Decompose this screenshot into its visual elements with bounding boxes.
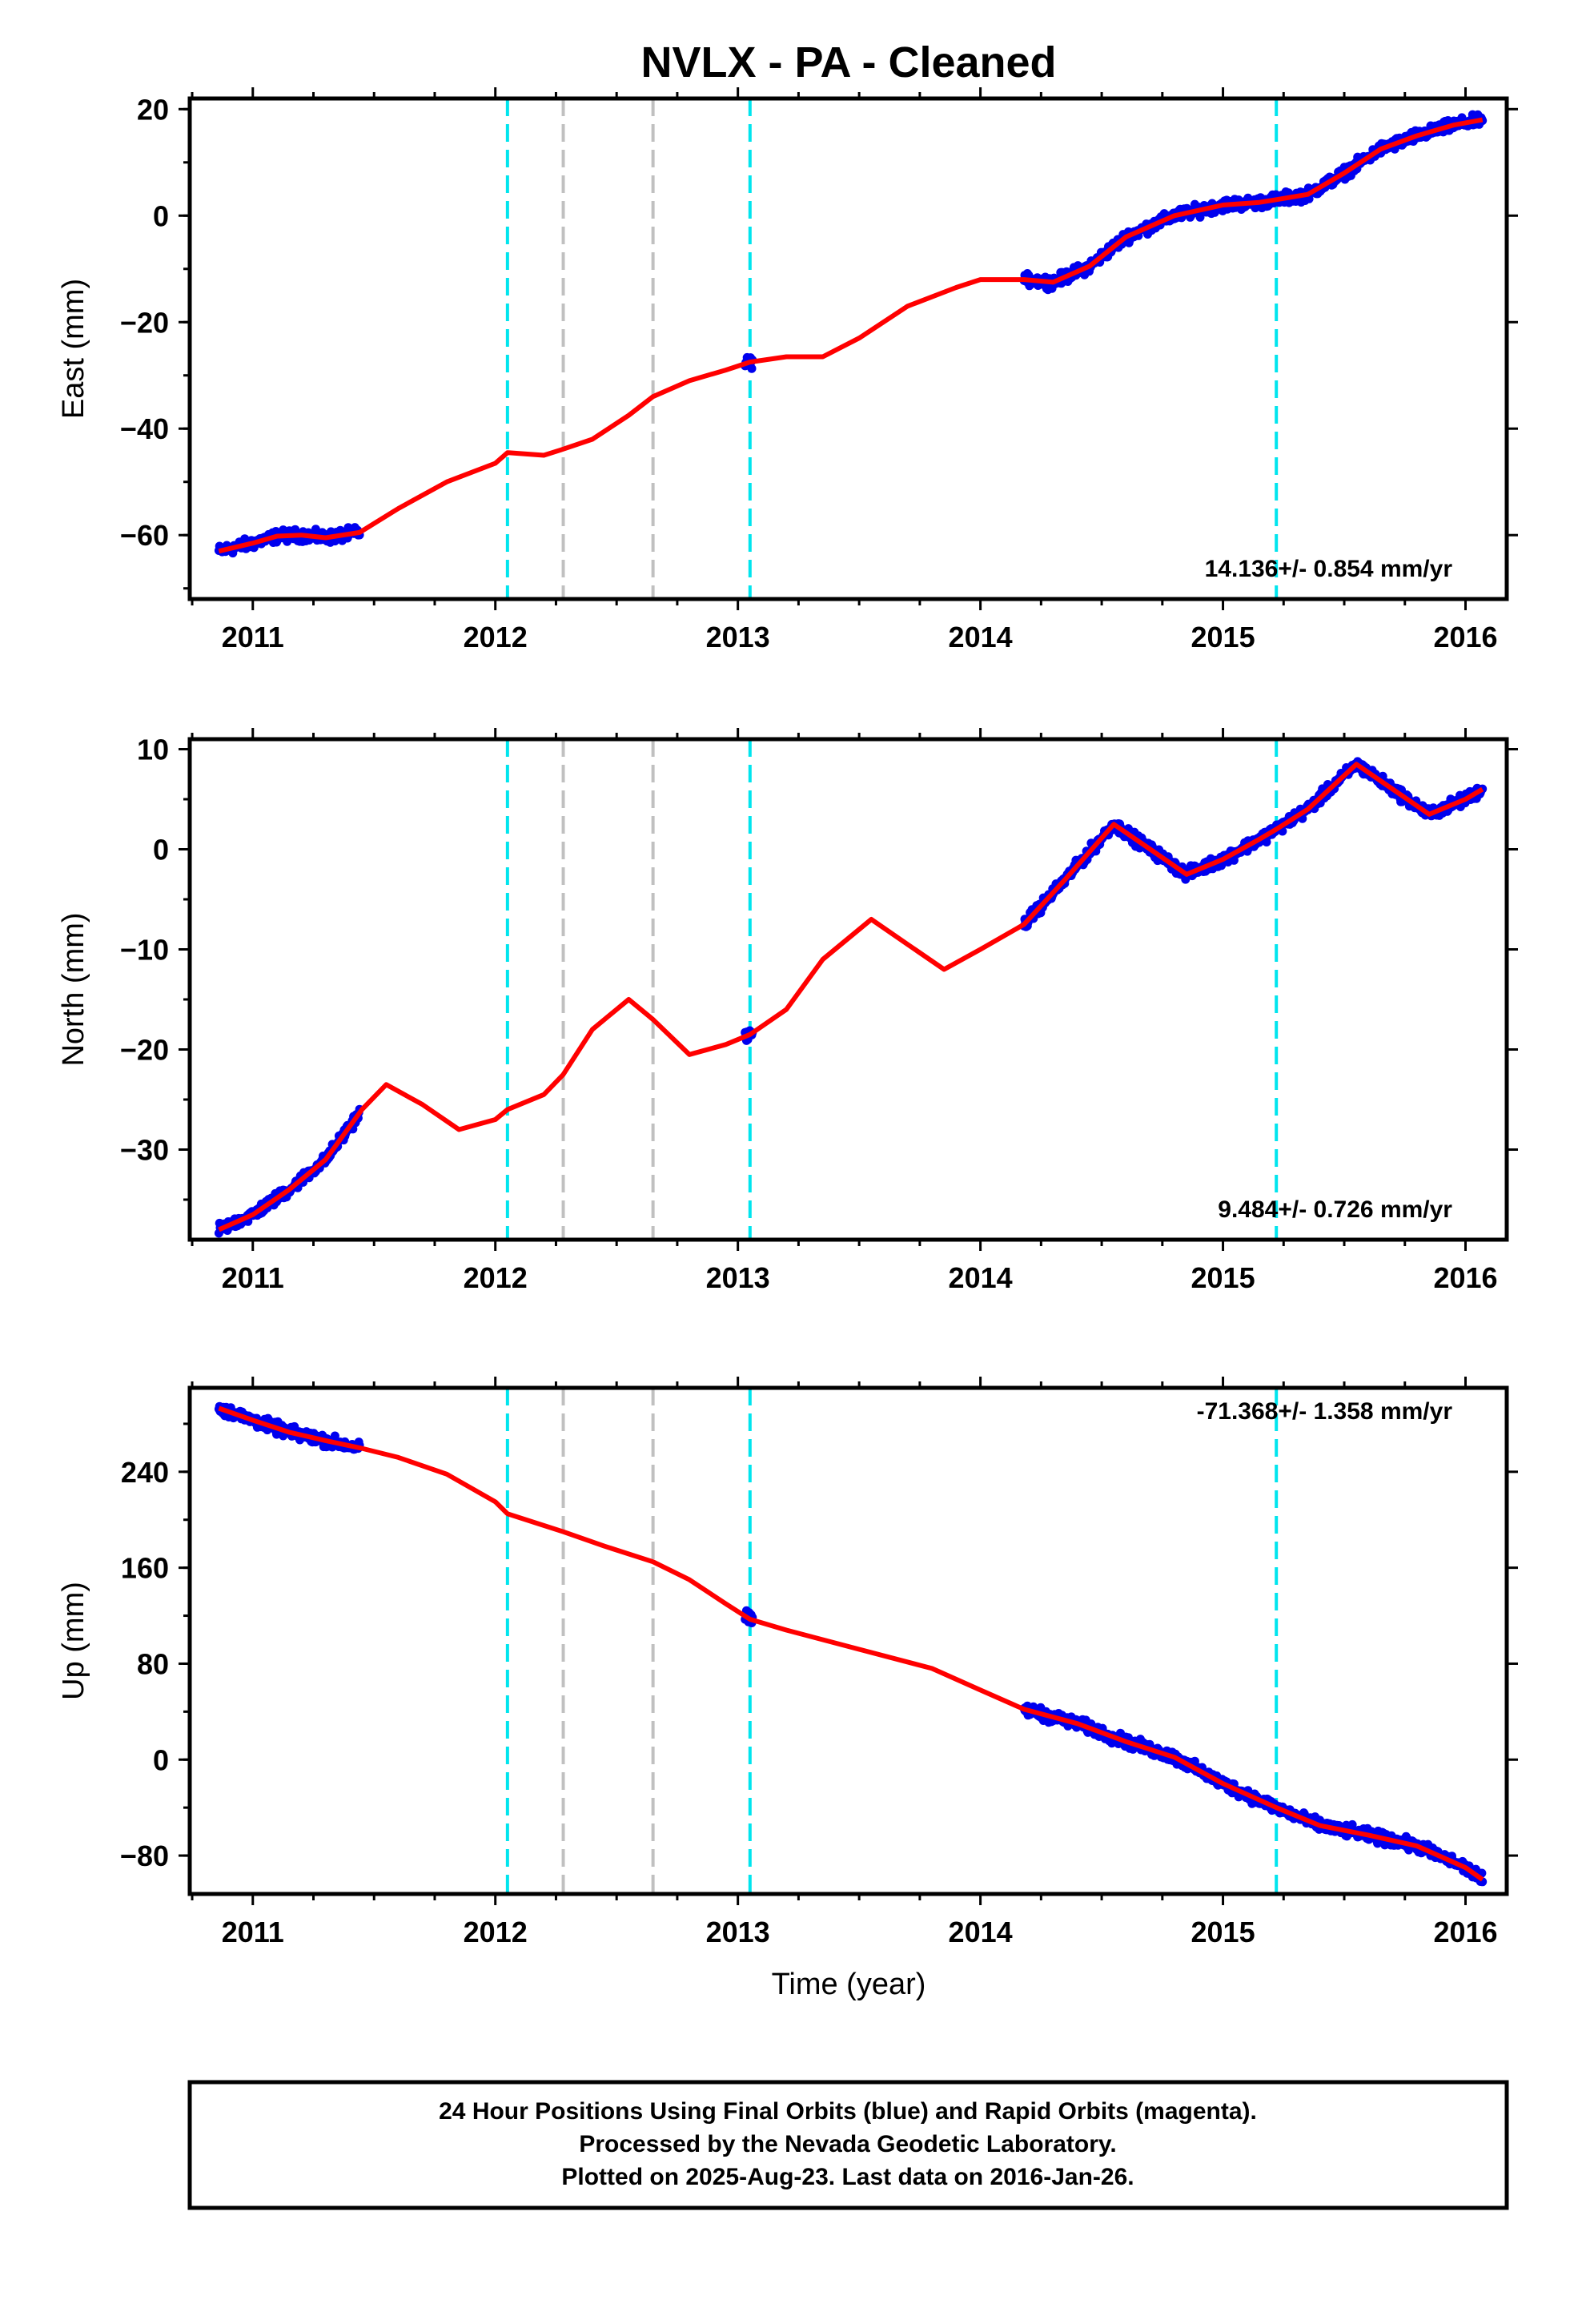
north-panel: 2011 2012 2013 2014 2015 2016 −30 −20 −10 0 10 Nort… (57, 728, 1518, 1294)
x-tick-label: 2016 (1433, 621, 1497, 653)
x-axis-label: Time (year) (772, 1968, 926, 2001)
y-tick-label: −80 (120, 1839, 169, 1872)
plot-frame (187, 96, 1509, 601)
y-tick-label: −60 (120, 519, 169, 552)
y-tick-label: −40 (120, 412, 169, 445)
footer-line-1: 24 Hour Positions Using Final Orbits (bl… (439, 2098, 1257, 2125)
final-orbit-points (214, 757, 1488, 1238)
footer-line-2: Processed by the Nevada Geodetic Laborat… (579, 2131, 1116, 2157)
x-tick-label: 2014 (949, 1261, 1013, 1294)
y-tick-label: 0 (153, 199, 169, 232)
model-curve (218, 762, 1484, 1232)
y-tick-label: −20 (120, 306, 169, 339)
up-panel: 2011 2012 2013 2014 2015 2016 −80 0 80 160 240 Up (… (57, 1377, 1518, 1948)
model-curve (218, 1405, 1484, 1882)
y-axis-label: North (mm) (57, 912, 90, 1066)
data-point (747, 364, 757, 373)
x-tick-label: 2012 (464, 1261, 528, 1294)
x-tick-label: 2016 (1433, 1261, 1497, 1294)
chart-title: NVLX - PA - Cleaned (640, 38, 1056, 86)
x-tick-label: 2011 (222, 1261, 284, 1294)
rate-label: 14.136+/- 0.854 mm/yr (1205, 556, 1453, 582)
y-tick-label: −20 (120, 1034, 169, 1067)
rate-label: 9.484+/- 0.726 mm/yr (1218, 1196, 1452, 1223)
y-tick-label: 160 (121, 1552, 169, 1585)
y-tick-label: 10 (137, 734, 169, 766)
x-tick-label: 2014 (949, 621, 1013, 653)
plot-frame (187, 1385, 1509, 1896)
x-tick-label: 2013 (706, 621, 770, 653)
x-tick-label: 2011 (222, 621, 284, 653)
y-tick-label: 240 (121, 1456, 169, 1489)
x-tick-label: 2014 (949, 1916, 1013, 1948)
y-tick-label: −10 (120, 934, 169, 967)
east-panel: 2011 2012 2013 2014 2015 2016 −60 −40 −20 0 20 East… (57, 87, 1518, 653)
y-tick-label: 0 (153, 1743, 169, 1776)
footer-line-3: Plotted on 2025-Aug-23. Last data on 201… (561, 2164, 1134, 2190)
y-tick-label: −30 (120, 1134, 169, 1167)
x-tick-label: 2015 (1191, 1916, 1255, 1948)
y-tick-label: 0 (153, 834, 169, 866)
x-tick-label: 2013 (706, 1261, 770, 1294)
x-tick-label: 2013 (706, 1916, 770, 1948)
x-tick-label: 2015 (1191, 621, 1255, 653)
x-tick-label: 2011 (222, 1916, 284, 1948)
x-tick-label: 2012 (464, 621, 528, 653)
y-axis-label: East (mm) (57, 279, 90, 419)
model-curve (218, 117, 1484, 554)
x-tick-label: 2016 (1433, 1916, 1497, 1948)
x-tick-label: 2012 (464, 1916, 528, 1948)
y-tick-label: 20 (137, 93, 169, 126)
y-tick-label: 80 (137, 1647, 169, 1680)
rate-label: -71.368+/- 1.358 mm/yr (1197, 1398, 1453, 1425)
final-orbit-points (214, 110, 1488, 558)
y-axis-label: Up (mm) (57, 1582, 90, 1700)
plot-frame (187, 737, 1509, 1242)
x-tick-label: 2015 (1191, 1261, 1255, 1294)
footer-box (187, 2080, 1509, 2210)
